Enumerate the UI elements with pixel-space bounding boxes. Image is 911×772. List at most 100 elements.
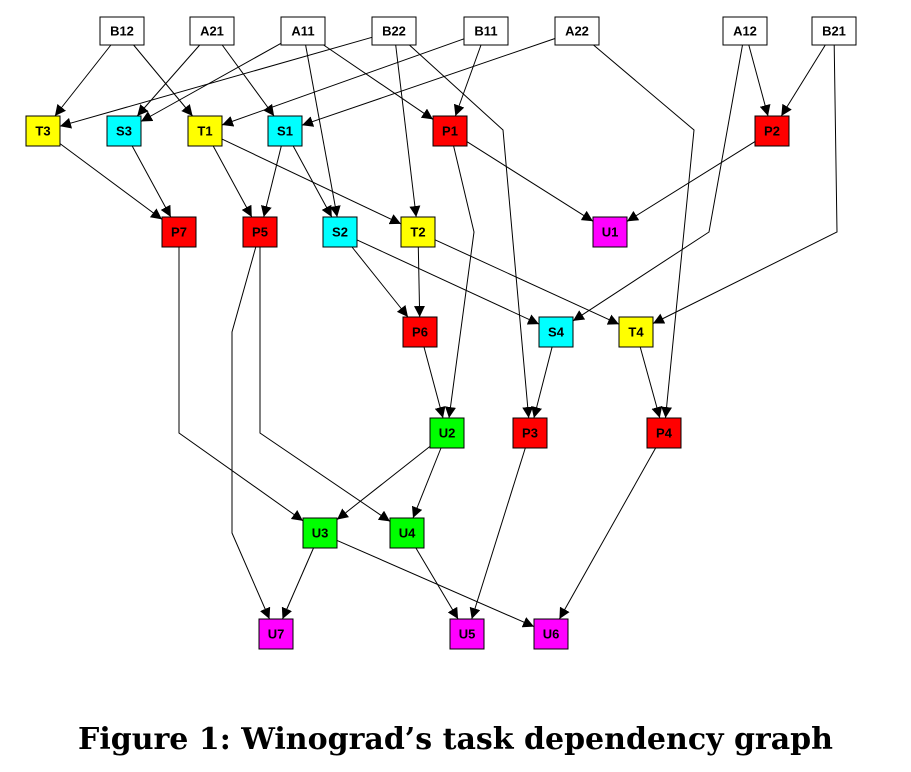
edge-a12-to-p2 (748, 44, 771, 117)
edges (54, 36, 838, 628)
node-label: P4 (656, 425, 673, 440)
node-box (449, 618, 485, 650)
node-label: T3 (35, 123, 50, 138)
edge-a21-to-s3 (136, 44, 201, 117)
node-box (389, 517, 425, 549)
node-label: B11 (474, 23, 497, 38)
node-box (618, 316, 654, 348)
node-u3: U3 (302, 517, 338, 549)
node-box (646, 417, 682, 449)
node-box (592, 216, 628, 248)
node-t3: T3 (25, 115, 61, 147)
edge-p1-to-u1 (466, 141, 594, 222)
node-u5: U5 (449, 618, 485, 650)
task-dependency-graph: B12 A21 A11 B22 B11 A22 A12 B21 T3 S3 T1 S1 P1 P2 P7 P5… (25, 16, 857, 650)
node-box (538, 316, 574, 348)
node-label: S4 (548, 324, 565, 339)
edge-p3-to-u5 (469, 447, 526, 620)
node-s1: S1 (267, 115, 303, 147)
node-label: U3 (312, 525, 329, 540)
edge-s2-to-p6 (351, 246, 409, 318)
edge-p5-to-u4 (259, 247, 391, 522)
node-box (302, 517, 338, 549)
node-box (242, 216, 278, 248)
node-a21: A21 (189, 16, 235, 46)
edge-s3-to-p7 (131, 145, 172, 218)
node-t4: T4 (618, 316, 654, 348)
node-b12: B12 (99, 16, 145, 46)
node-label: T4 (628, 324, 644, 339)
node-label: A11 (291, 23, 314, 38)
edge-p4-to-u6 (558, 447, 657, 620)
edge-b12-to-t1 (133, 44, 193, 117)
edge-p7-to-u3 (178, 247, 304, 522)
node-u2: U2 (429, 417, 465, 449)
node-box (533, 618, 569, 650)
edge-a11-to-p1 (323, 44, 434, 120)
node-a12: A12 (722, 16, 768, 46)
node-s2: S2 (322, 216, 358, 248)
node-t2: T2 (400, 216, 436, 248)
edge-u3-to-u7 (281, 547, 314, 620)
edge-p1-to-u2 (445, 145, 475, 419)
node-label: B21 (822, 23, 846, 38)
edge-t3-to-p7 (59, 143, 163, 220)
node-label: U6 (543, 626, 560, 641)
node-u4: U4 (389, 517, 425, 549)
edge-b11-to-p1 (453, 44, 482, 117)
node-t1: T1 (187, 115, 223, 147)
node-label: P1 (442, 123, 458, 138)
edge-a21-to-s1 (221, 44, 275, 117)
node-u6: U6 (533, 618, 569, 650)
node-box (811, 16, 857, 46)
node-b21: B21 (811, 16, 857, 46)
node-box (258, 618, 294, 650)
edge-s1-to-s2 (292, 145, 333, 218)
node-box (99, 16, 145, 46)
edge-t1-to-p5 (212, 145, 253, 218)
figure-caption: Figure 1: Winograd’s task dependency gra… (78, 722, 833, 757)
node-b11: B11 (463, 16, 509, 46)
node-box (25, 115, 61, 147)
node-box (187, 115, 223, 147)
node-b22: B22 (371, 16, 417, 46)
node-p5: P5 (242, 216, 278, 248)
edge-b22-to-t3 (59, 36, 373, 129)
edge-p2-to-u1 (626, 141, 756, 222)
node-label: P6 (412, 324, 428, 339)
node-p1: P1 (432, 115, 468, 147)
edge-s4-to-p3 (531, 346, 553, 419)
edge-s1-to-p5 (261, 145, 282, 218)
node-label: A22 (565, 23, 589, 38)
edge-u2-to-u4 (411, 447, 442, 519)
node-label: A21 (200, 23, 224, 38)
node-box (189, 16, 235, 46)
node-box (322, 216, 358, 248)
node-p6: P6 (402, 316, 438, 348)
edge-b21-to-t4 (652, 44, 838, 324)
edge-u4-to-u5 (415, 547, 459, 620)
node-label: P3 (522, 425, 538, 440)
edge-p5-to-u7 (231, 246, 271, 620)
node-label: P5 (252, 224, 268, 239)
edge-u3-to-u6 (336, 539, 535, 628)
node-box (512, 417, 548, 449)
node-label: P7 (171, 224, 187, 239)
node-label: U7 (268, 626, 285, 641)
edge-b12-to-t3 (54, 44, 112, 117)
edge-t2-to-p6 (413, 246, 425, 318)
node-box (432, 115, 468, 147)
node-box (463, 16, 509, 46)
node-box (280, 16, 326, 46)
edge-a12-to-s4 (572, 44, 743, 322)
edge-b22-to-p3 (409, 44, 534, 419)
node-box (106, 115, 142, 147)
node-label: S3 (116, 123, 132, 138)
edge-b21-to-p2 (780, 44, 826, 117)
node-box (754, 115, 790, 147)
node-label: U4 (399, 525, 416, 540)
node-a11: A11 (280, 16, 326, 46)
node-box (267, 115, 303, 147)
node-label: P2 (764, 123, 780, 138)
edge-t4-to-p4 (639, 346, 663, 419)
